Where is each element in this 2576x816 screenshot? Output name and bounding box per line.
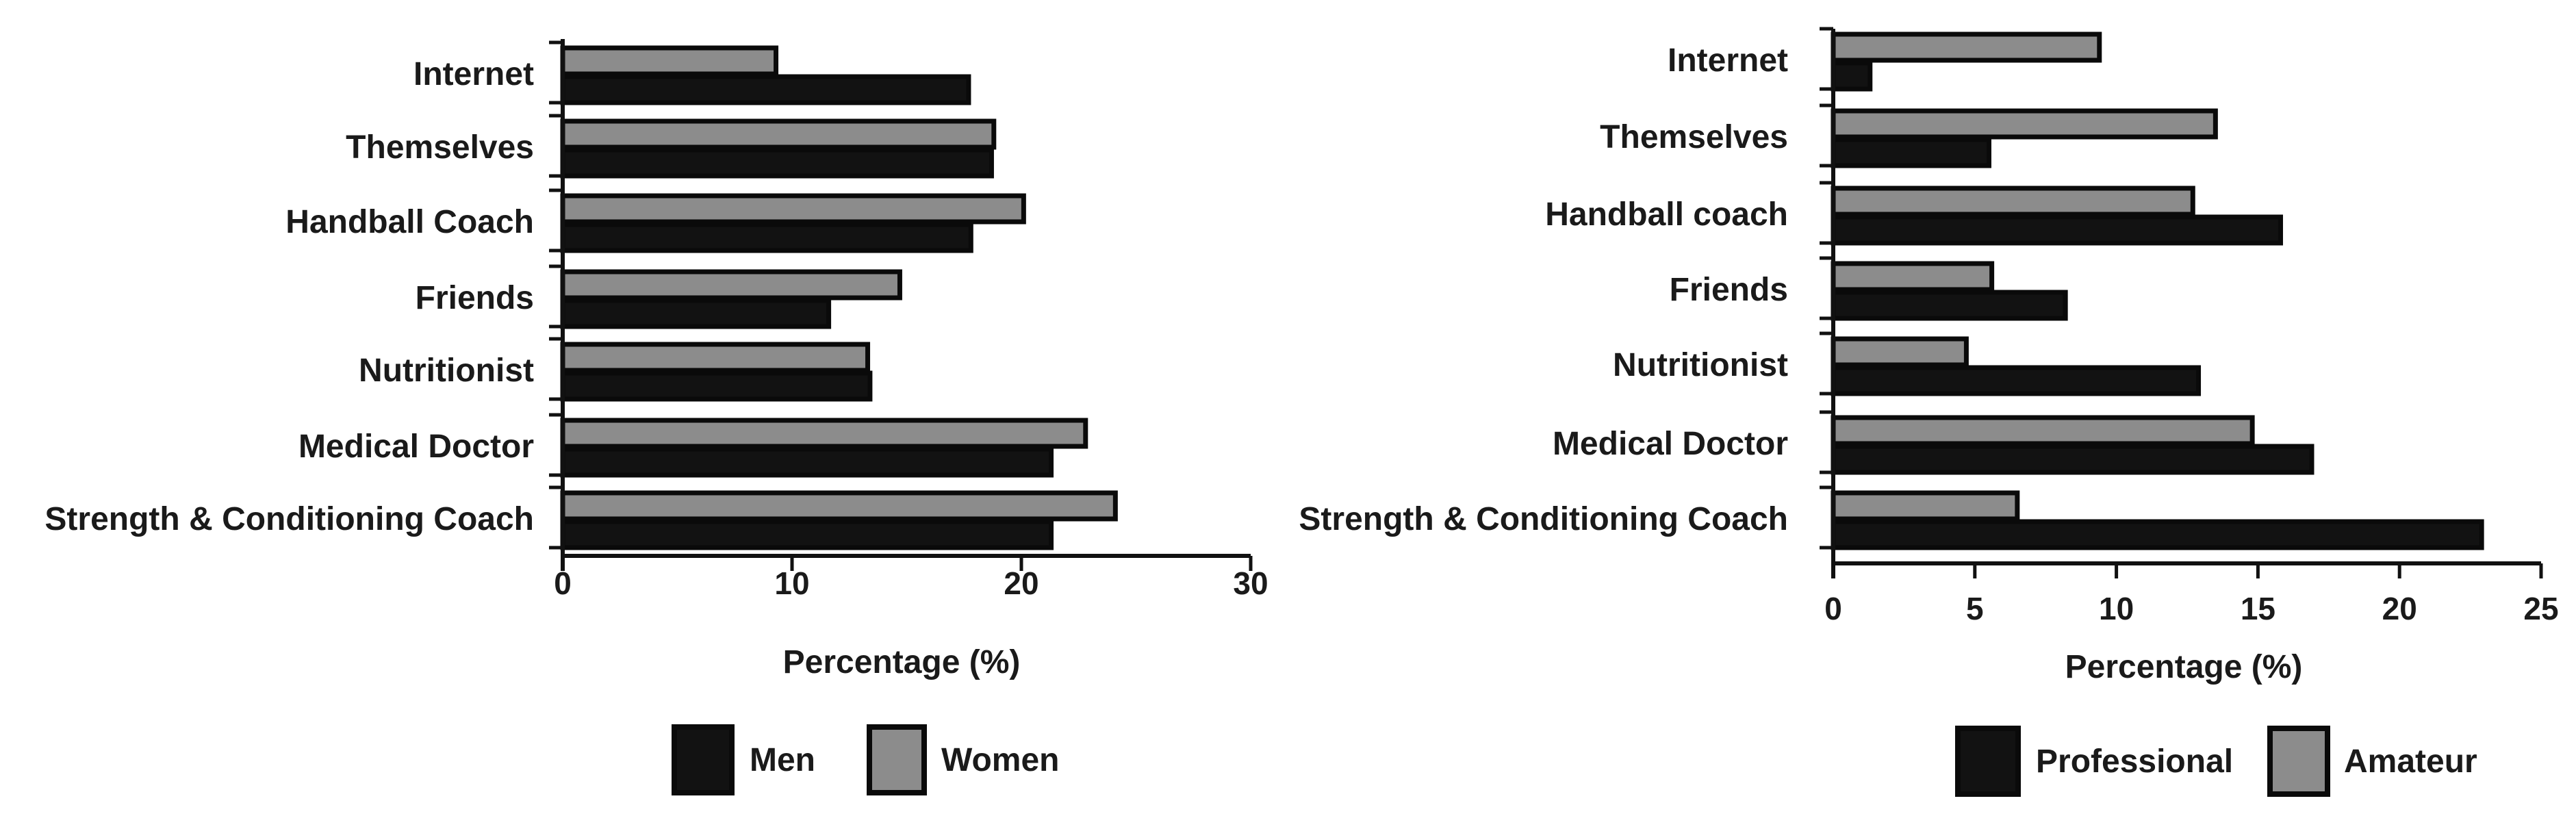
legend-label-amateur: Amateur xyxy=(2344,743,2477,780)
x-tick-label: 5 xyxy=(1966,591,1984,626)
x-tick-label: 10 xyxy=(774,565,809,601)
bar-professional-6 xyxy=(1831,519,2484,550)
bar-men-6 xyxy=(560,519,1054,550)
bar-men-1 xyxy=(560,147,994,179)
category-label: Strength & Conditioning Coach xyxy=(44,501,534,537)
legend-label-men: Men xyxy=(750,742,815,778)
bar-men-0 xyxy=(560,74,971,105)
chart-professional-amateur: Internet Themselves Handball coach Friends N… xyxy=(1299,27,2559,797)
category-label: Themselves xyxy=(346,129,534,166)
category-label: Strength & Conditioning Coach xyxy=(1299,501,1788,537)
category-label: Nutritionist xyxy=(359,353,534,389)
bar-men-4 xyxy=(560,370,873,402)
legend-label-women: Women xyxy=(941,742,1059,778)
x-tick-label: 20 xyxy=(2382,591,2417,626)
category-label: Friends xyxy=(1670,272,1788,308)
bar-professional-0 xyxy=(1831,60,1873,92)
bar-professional-1 xyxy=(1831,137,1991,168)
bar-women-3 xyxy=(560,269,902,301)
bar-professional-3 xyxy=(1831,290,2068,321)
bar-women-6 xyxy=(560,490,1118,522)
bar-women-0 xyxy=(560,45,779,77)
x-tick-label: 30 xyxy=(1233,565,1268,601)
bar-men-5 xyxy=(560,446,1054,478)
x-axis-label: Percentage (%) xyxy=(783,644,1021,680)
legend-swatch-women xyxy=(867,724,927,795)
category-label: Friends xyxy=(416,280,534,316)
x-tick-label: 15 xyxy=(2241,591,2275,626)
bar-amateur-4 xyxy=(1831,336,1969,368)
bar-professional-5 xyxy=(1831,444,2314,475)
bar-women-4 xyxy=(560,342,871,373)
bar-men-3 xyxy=(560,298,832,329)
bar-women-2 xyxy=(560,193,1026,225)
category-label: Themselves xyxy=(1600,119,1788,155)
bar-amateur-6 xyxy=(1831,490,2020,522)
category-label: Internet xyxy=(413,56,534,92)
bar-amateur-5 xyxy=(1831,415,2255,446)
bar-professional-2 xyxy=(1831,214,2283,246)
bar-women-1 xyxy=(560,118,997,150)
bar-amateur-2 xyxy=(1831,186,2195,217)
legend-swatch-professional xyxy=(1955,726,2021,797)
bar-amateur-1 xyxy=(1831,108,2218,140)
x-tick-label: 20 xyxy=(1004,565,1038,601)
category-label: Handball coach xyxy=(1545,196,1788,233)
x-axis-label: Percentage (%) xyxy=(2065,649,2303,685)
bar-women-5 xyxy=(560,418,1088,449)
category-label: Medical Doctor xyxy=(1553,426,1788,462)
bar-amateur-0 xyxy=(1831,31,2102,63)
legend-swatch-men xyxy=(672,724,735,795)
legend-swatch-amateur xyxy=(2267,726,2330,797)
x-tick-label: 0 xyxy=(1824,591,1842,626)
bar-men-2 xyxy=(560,222,973,253)
category-label: Nutritionist xyxy=(1613,347,1788,383)
chart-men-women: Internet Themselves Handball Coach Friends N… xyxy=(44,39,1268,795)
x-tick-label: 0 xyxy=(554,565,572,601)
bar-professional-4 xyxy=(1831,365,2202,396)
category-label: Medical Doctor xyxy=(298,429,534,465)
category-label: Internet xyxy=(1668,42,1788,79)
legend-label-professional: Professional xyxy=(2036,743,2233,780)
category-label: Handball Coach xyxy=(285,204,534,240)
bar-amateur-3 xyxy=(1831,261,1995,292)
x-tick-label: 10 xyxy=(2099,591,2134,626)
x-tick-label: 25 xyxy=(2523,591,2558,626)
